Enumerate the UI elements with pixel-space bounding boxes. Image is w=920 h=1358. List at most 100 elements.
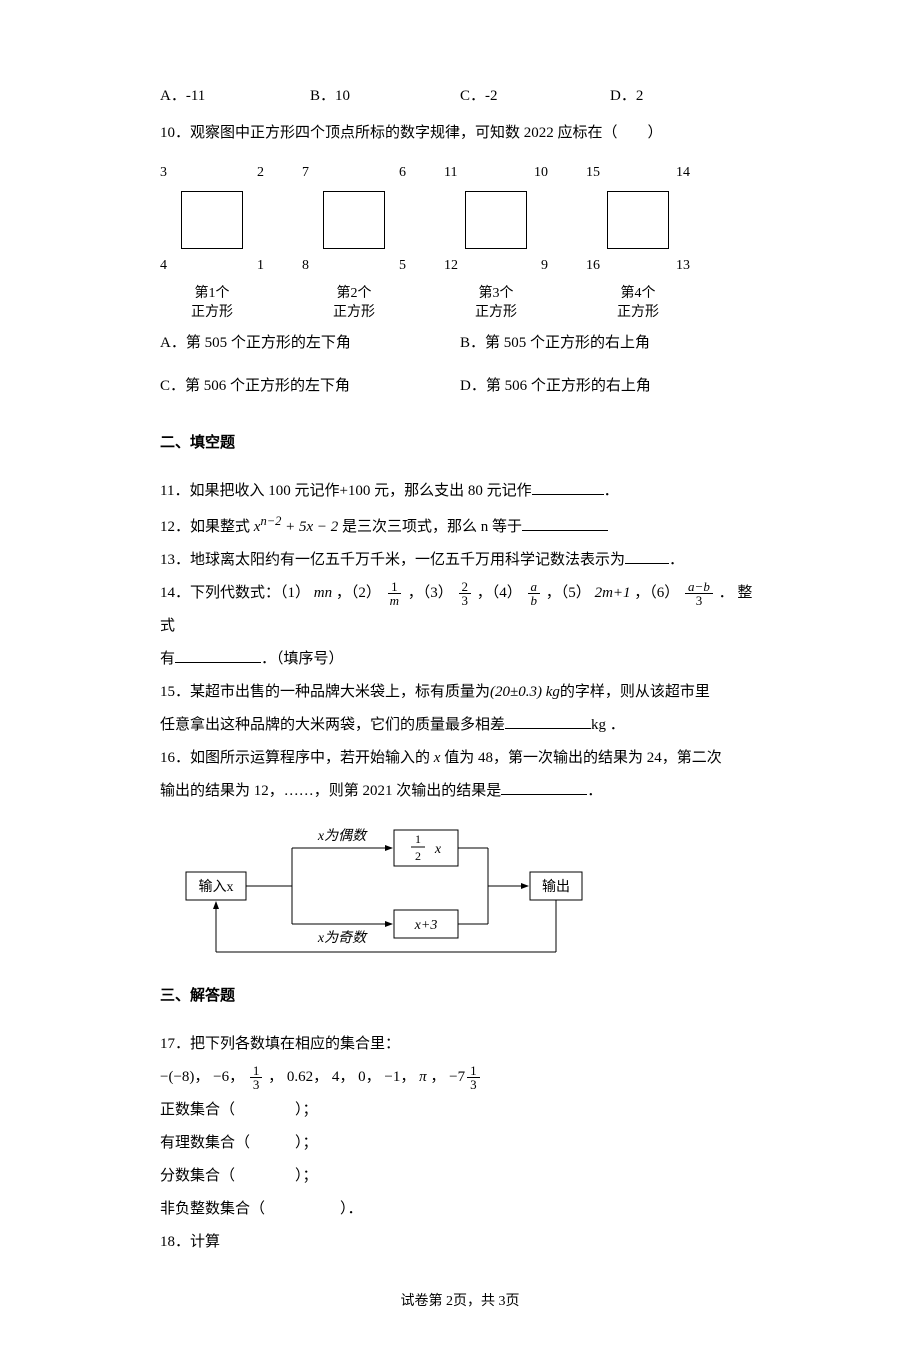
q15-l2b: kg ． — [591, 717, 625, 733]
sq1-tr: 2 — [257, 158, 264, 189]
sq3-box — [465, 191, 527, 249]
sq3-br: 9 — [541, 251, 548, 282]
flow-halfd: 2 — [415, 849, 421, 863]
q14-i6d: 3 — [693, 594, 706, 607]
q12: 12．如果整式 xn−2 + 5x − 2 是三次三项式，那么 n 等于 — [160, 508, 760, 544]
q9-opt-d: D．2 — [610, 80, 760, 113]
q17-nums: −(−8)， −6， 13 ， 0.62， 4， 0， −1， π ， −713 — [160, 1061, 760, 1094]
q14-i4d: b — [528, 594, 541, 607]
q17-f2d: 3 — [467, 1078, 480, 1091]
q9-opt-a: A．-11 — [160, 80, 310, 113]
q17-set3: 分数集合（ ）； — [160, 1160, 760, 1193]
sq4-box — [607, 191, 669, 249]
q12-sup: n−2 — [260, 514, 281, 528]
q10-square-1: 32 41 第1个正方形 — [160, 158, 264, 323]
q14-line2: 有 ．（填序号） — [160, 643, 760, 676]
sq2-tl: 7 — [302, 158, 309, 189]
q18: 18．计算 — [160, 1226, 760, 1259]
sq3-tr: 10 — [534, 158, 548, 189]
q15-blank — [505, 713, 591, 729]
q14-c5: ，（6） — [634, 585, 679, 601]
q17-b: ， 0.62， 4， 0， −1， — [268, 1069, 419, 1085]
q17-f1d: 3 — [250, 1078, 263, 1091]
q17-set2: 有理数集合（ ）； — [160, 1127, 760, 1160]
q17-a: −(−8)， −6， — [160, 1069, 244, 1085]
q9-options: A．-11 B．10 C．-2 D．2 — [160, 80, 760, 113]
q11-a: 11．如果把收入 100 元记作+100 元，那么支出 80 元记作 — [160, 483, 532, 499]
q10-square-3: 1110 129 第3个正方形 — [444, 158, 548, 323]
q14-i2: 1m — [387, 580, 402, 607]
q12-rest: + 5x − 2 — [281, 519, 338, 535]
q13-blank — [625, 548, 669, 564]
flow-odd: x为奇数 — [317, 930, 368, 946]
sq2-cap1: 第2个 — [337, 286, 372, 301]
q10-square-2: 76 85 第2个正方形 — [302, 158, 406, 323]
q17-f1: 13 — [250, 1064, 263, 1091]
sq4-br: 13 — [676, 251, 690, 282]
section-3-head: 三、解答题 — [160, 980, 760, 1013]
sq2-bl: 8 — [302, 251, 309, 282]
q14-i1: mn — [314, 585, 332, 601]
sq2-tr: 6 — [399, 158, 406, 189]
flowchart-svg: 输入x x为偶数 x为奇数 1 2 x x+3 — [182, 816, 602, 956]
q15-l2a: 任意拿出这种品牌的大米两袋，它们的质量最多相差 — [160, 717, 505, 733]
q14-lead: 14．下列代数式：（1） — [160, 585, 310, 601]
q17-f2: 13 — [467, 1064, 480, 1091]
q14-i3n: 2 — [459, 580, 472, 594]
q14-i5: 2m+1 — [595, 585, 631, 601]
q16-l2a: 输出的结果为 12，……，则第 2021 次输出的结果是 — [160, 783, 501, 799]
sq1-tl: 3 — [160, 158, 167, 189]
q14-l2a: 有 — [160, 651, 175, 667]
q12-blank — [522, 515, 608, 531]
q13-b: ． — [669, 552, 684, 568]
sq3-tl: 11 — [444, 158, 457, 189]
q16-line1: 16．如图所示运算程序中，若开始输入的 x 值为 48，第一次输出的结果为 24… — [160, 742, 760, 775]
q14-i4: ab — [528, 580, 541, 607]
q10-squares: 32 41 第1个正方形 76 85 第2个正方形 1110 129 第3个正方… — [160, 158, 760, 323]
q10-opt-b: B．第 505 个正方形的右上角 — [460, 327, 760, 360]
flow-plus3: x+3 — [414, 918, 438, 933]
q14-i4n: a — [528, 580, 541, 594]
sq1-cap2: 正方形 — [191, 305, 233, 320]
q11: 11．如果把收入 100 元记作+100 元，那么支出 80 元记作 ． — [160, 475, 760, 508]
q14-i6n: a−b — [685, 580, 713, 594]
q14-i3d: 3 — [459, 594, 472, 607]
q14-l2b: ．（填序号） — [261, 651, 344, 667]
q17-stem: 17．把下列各数填在相应的集合里： — [160, 1028, 760, 1061]
q16-flowchart: 输入x x为偶数 x为奇数 1 2 x x+3 — [182, 816, 760, 956]
q10-options: A．第 505 个正方形的左下角 B．第 505 个正方形的右上角 C．第 50… — [160, 327, 760, 403]
q15-b: 的字样，则从该超市里 — [560, 684, 710, 700]
q14-c3: ，（4） — [477, 585, 522, 601]
sq2-cap2: 正方形 — [333, 305, 375, 320]
sq2-box — [323, 191, 385, 249]
q17-pi: π — [419, 1069, 427, 1085]
q17-f2n: 1 — [467, 1064, 480, 1078]
q11-b: ． — [604, 483, 619, 499]
q11-blank — [532, 479, 604, 495]
sq1-bl: 4 — [160, 251, 167, 282]
q15-val: (20±0.3) kg — [490, 684, 560, 700]
sq4-bl: 16 — [586, 251, 600, 282]
q17-set4: 非负整数集合（ ）． — [160, 1193, 760, 1226]
q16-blank — [501, 779, 587, 795]
sq3-cap1: 第3个 — [479, 286, 514, 301]
flow-input: 输入x — [199, 879, 234, 895]
q14-line1: 14．下列代数式：（1） mn ，（2） 1m ，（3） 23 ，（4） ab … — [160, 577, 760, 643]
q10-opt-c: C．第 506 个正方形的左下角 — [160, 370, 460, 403]
q16-a: 16．如图所示运算程序中，若开始输入的 — [160, 750, 430, 766]
q14-blank — [175, 647, 261, 663]
section-2-head: 二、填空题 — [160, 427, 760, 460]
q12-a: 12．如果整式 — [160, 519, 254, 535]
sq4-cap2: 正方形 — [617, 305, 659, 320]
q17-f1n: 1 — [250, 1064, 263, 1078]
flow-even: x为偶数 — [317, 828, 368, 844]
q9-opt-c: C．-2 — [460, 80, 610, 113]
q13-a: 13．地球离太阳约有一亿五千万千米，一亿五千万用科学记数法表示为 — [160, 552, 625, 568]
sq4-tr: 14 — [676, 158, 690, 189]
q14-c4: ，（5） — [546, 585, 591, 601]
q16-b: 值为 48，第一次输出的结果为 24，第二次 — [444, 750, 722, 766]
q10-opt-a: A．第 505 个正方形的左下角 — [160, 327, 460, 360]
sq3-cap2: 正方形 — [475, 305, 517, 320]
q16-x: x — [434, 750, 441, 766]
q16-line2: 输出的结果为 12，……，则第 2021 次输出的结果是． — [160, 775, 760, 808]
